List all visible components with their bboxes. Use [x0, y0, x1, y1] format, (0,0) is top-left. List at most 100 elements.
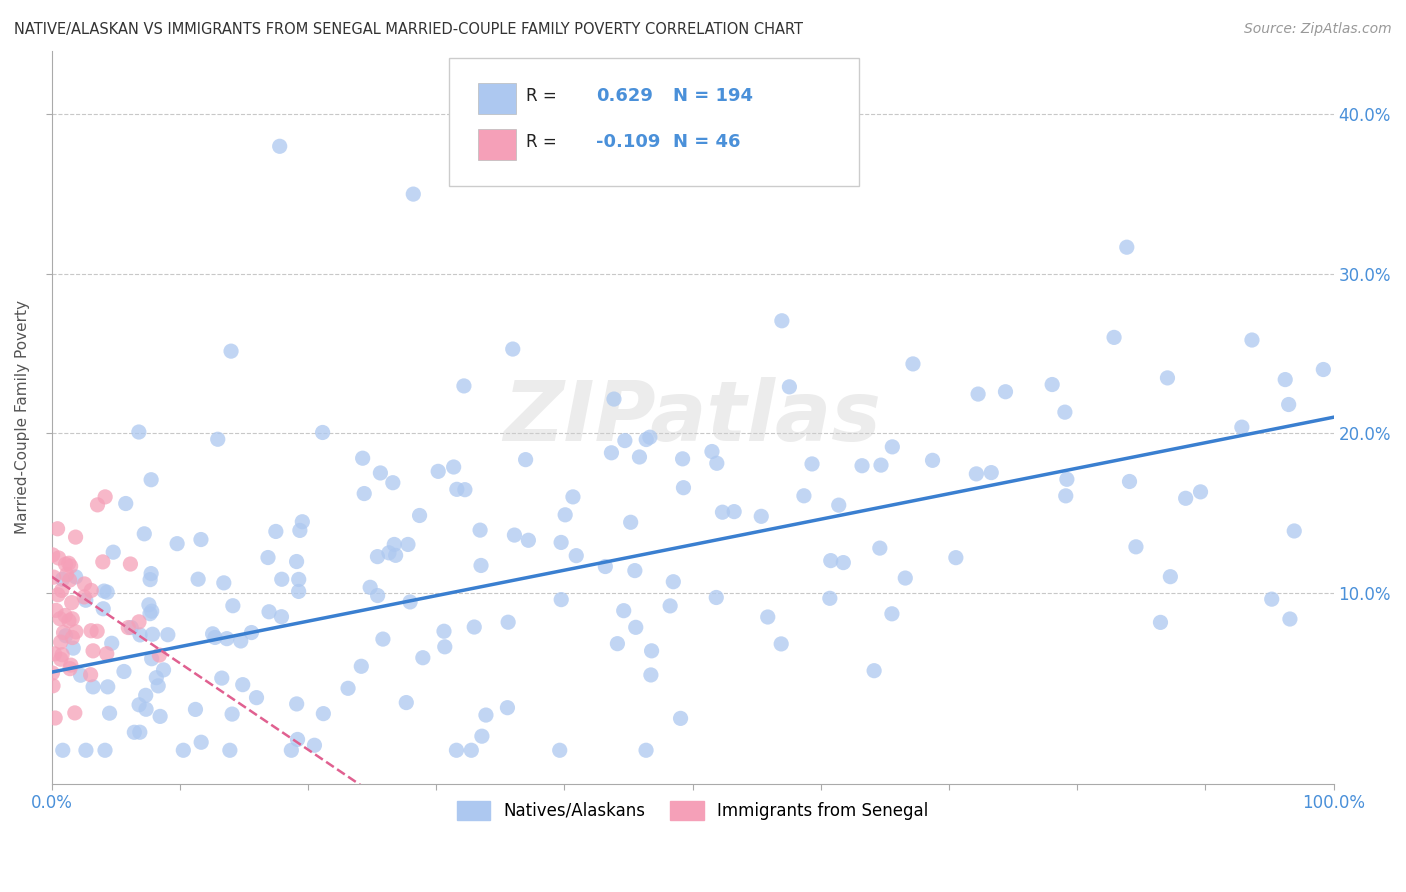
Point: [669, 711, 692, 725]
Point: [967, 387, 990, 401]
Point: [211, 671, 233, 685]
Point: [270, 572, 292, 586]
Point: [395, 696, 418, 710]
Point: [269, 139, 291, 153]
Point: [219, 344, 242, 359]
Point: [595, 559, 617, 574]
Point: [80, 624, 103, 638]
Point: [45, 603, 67, 617]
Legend: Natives/Alaskans, Immigrants from Senegal: Natives/Alaskans, Immigrants from Senega…: [450, 794, 935, 827]
Point: [366, 549, 388, 564]
Point: [82, 680, 104, 694]
Point: [550, 592, 572, 607]
Point: [1159, 569, 1181, 583]
FancyBboxPatch shape: [478, 83, 516, 113]
Point: [1261, 592, 1284, 607]
Point: [73, 590, 96, 604]
Point: [443, 460, 465, 475]
Point: [370, 466, 392, 480]
Point: [59, 559, 82, 574]
Text: N = 194: N = 194: [673, 87, 754, 105]
Point: [141, 651, 163, 665]
Point: [51, 572, 73, 586]
Point: [48, 551, 70, 566]
FancyBboxPatch shape: [478, 129, 516, 160]
Point: [1054, 489, 1077, 503]
Point: [863, 664, 886, 678]
Point: [55, 567, 77, 582]
Point: [565, 549, 588, 563]
Point: [53, 608, 76, 623]
Point: [384, 549, 406, 563]
Point: [704, 591, 727, 605]
Point: [756, 610, 779, 624]
Point: [190, 735, 212, 749]
Point: [446, 743, 468, 757]
Point: [79, 667, 101, 681]
Point: [433, 640, 456, 654]
Point: [638, 430, 661, 444]
Point: [204, 631, 226, 645]
Point: [1053, 405, 1076, 419]
Point: [287, 573, 309, 587]
Point: [711, 505, 734, 519]
Point: [41, 666, 63, 681]
Point: [828, 498, 851, 512]
Point: [41, 548, 63, 562]
Point: [1102, 330, 1125, 344]
Point: [475, 708, 498, 723]
Point: [190, 533, 212, 547]
Text: N = 46: N = 46: [673, 133, 741, 152]
Point: [229, 634, 252, 648]
Point: [96, 585, 118, 599]
Point: [367, 589, 389, 603]
Point: [139, 573, 162, 587]
Point: [382, 537, 405, 551]
Point: [706, 456, 728, 470]
Point: [264, 524, 287, 539]
Point: [285, 555, 308, 569]
Point: [1115, 240, 1137, 254]
Point: [337, 681, 360, 696]
Point: [471, 729, 494, 743]
Point: [134, 526, 156, 541]
Point: [58, 614, 80, 628]
Point: [139, 566, 162, 581]
Point: [468, 523, 491, 537]
Point: [166, 536, 188, 550]
Point: [91, 601, 114, 615]
Point: [399, 595, 422, 609]
Point: [517, 533, 540, 548]
Point: [770, 637, 793, 651]
Point: [46, 522, 69, 536]
Point: [60, 596, 83, 610]
Text: R =: R =: [526, 133, 562, 152]
Point: [287, 584, 309, 599]
Point: [921, 453, 943, 467]
Point: [894, 571, 917, 585]
Point: [496, 615, 519, 630]
Point: [187, 572, 209, 586]
Point: [454, 483, 477, 497]
Point: [1274, 373, 1296, 387]
Point: [312, 706, 335, 721]
Point: [880, 607, 903, 621]
Point: [80, 583, 103, 598]
Point: [103, 545, 125, 559]
Point: [291, 515, 314, 529]
Point: [73, 577, 96, 591]
Point: [59, 662, 82, 676]
Point: [59, 658, 82, 673]
Point: [1125, 540, 1147, 554]
Point: [1312, 362, 1334, 376]
Point: [245, 690, 267, 705]
Point: [882, 440, 904, 454]
Point: [69, 668, 91, 682]
Point: [62, 641, 84, 656]
Point: [353, 486, 375, 500]
Point: [49, 612, 72, 626]
Point: [463, 620, 485, 634]
Point: [994, 384, 1017, 399]
Point: [818, 591, 841, 606]
Point: [98, 706, 121, 721]
